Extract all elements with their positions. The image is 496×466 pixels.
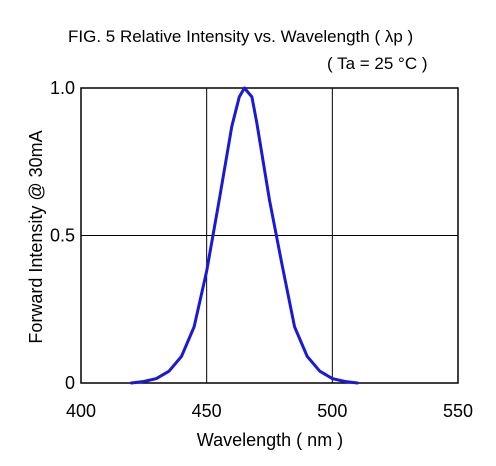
x-tick-labels: 400 450 500 550 (66, 401, 473, 421)
grid-lines (81, 88, 458, 383)
y-axis-label: Forward Intensity @ 30mA (26, 130, 46, 343)
x-tick-label: 500 (317, 401, 347, 421)
chart-title: FIG. 5 Relative Intensity vs. Wavelength… (68, 27, 413, 46)
series-line (129, 86, 359, 385)
y-tick-label: 0 (65, 373, 75, 393)
plot-frame (80, 87, 459, 384)
y-tick-label: 1.0 (50, 78, 75, 98)
y-tick-labels: 0 0.5 1.0 (50, 78, 75, 393)
x-tick-label: 550 (443, 401, 473, 421)
x-tick-label: 450 (192, 401, 222, 421)
y-tick-label: 0.5 (50, 226, 75, 246)
x-tick-label: 400 (66, 401, 96, 421)
chart-subtitle: ( Ta = 25 °C ) (327, 54, 428, 73)
x-axis-label: Wavelength ( nm ) (197, 430, 343, 450)
